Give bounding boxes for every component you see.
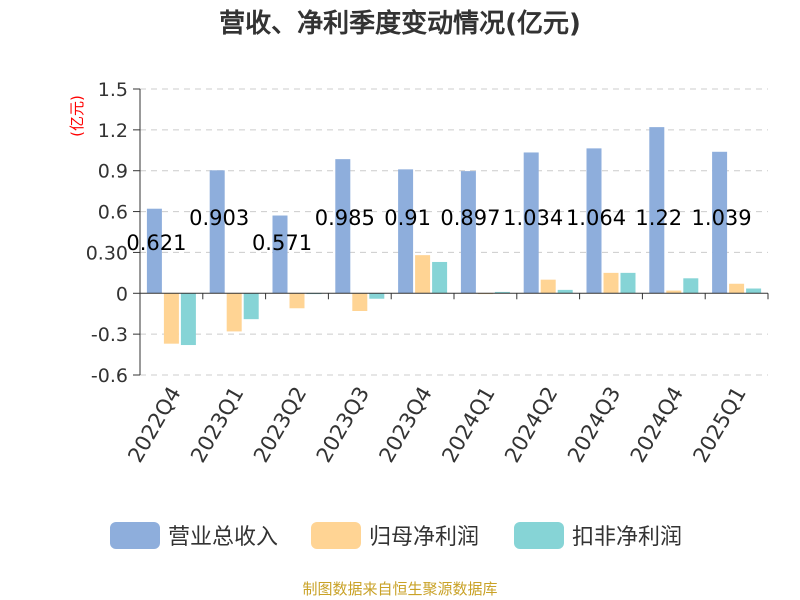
bar <box>180 293 196 346</box>
bar <box>666 290 682 294</box>
data-label: 0.985 <box>315 206 375 230</box>
data-label: 1.064 <box>566 206 626 230</box>
bar <box>729 283 745 294</box>
bar <box>289 293 305 309</box>
legend-label: 扣非净利润 <box>572 525 682 550</box>
bar <box>540 279 556 294</box>
bar <box>163 293 179 344</box>
bar <box>272 215 288 294</box>
bar <box>712 151 728 294</box>
x-tick-label: 2024Q4 <box>626 383 688 467</box>
data-label: 1.034 <box>503 206 563 230</box>
x-tick-label: 2023Q2 <box>249 383 311 467</box>
chart-title: 营收、净利季度变动情况(亿元) <box>219 8 581 39</box>
y-axis-unit-label: (亿元) <box>68 95 86 137</box>
source-note: 制图数据来自恒生聚源数据库 <box>302 580 497 598</box>
data-label: 0.897 <box>440 206 500 230</box>
bar <box>146 208 162 294</box>
legend-label: 归母净利润 <box>369 525 479 550</box>
x-tick-label: 2023Q4 <box>374 382 436 466</box>
legend-swatch <box>514 522 564 549</box>
bar <box>398 169 414 294</box>
bar <box>603 272 619 294</box>
bar <box>586 148 602 294</box>
y-tick-label: -0.3 <box>91 324 128 346</box>
bar <box>369 293 385 299</box>
bars <box>146 127 762 346</box>
bar <box>209 170 225 294</box>
bar <box>620 272 636 294</box>
x-tick-label: 2025Q1 <box>688 383 750 467</box>
data-label: 0.903 <box>189 206 249 230</box>
bar <box>352 293 368 311</box>
bar <box>523 152 539 294</box>
data-label: 1.22 <box>635 206 682 230</box>
x-tick-label: 2023Q3 <box>312 383 374 467</box>
bar <box>432 261 448 294</box>
y-tick-label: 0.6 <box>98 202 128 224</box>
bar <box>226 293 242 332</box>
y-tick-label: 0 <box>116 283 128 305</box>
y-tick-label: 0.9 <box>98 161 128 183</box>
x-tick-label: 2023Q1 <box>186 383 248 467</box>
legend-swatch <box>110 522 160 549</box>
data-label: 0.621 <box>126 231 186 255</box>
y-tick-label: -0.6 <box>91 365 128 387</box>
y-tick-label: 1.2 <box>98 120 128 142</box>
bar <box>243 293 259 320</box>
bar <box>683 278 699 294</box>
x-tick-label: 2024Q3 <box>563 383 625 467</box>
y-tick-label: 1.5 <box>98 79 128 101</box>
bar <box>335 159 351 294</box>
gridlines <box>140 88 768 376</box>
legend-swatch <box>311 522 361 549</box>
bar <box>460 171 476 294</box>
legend-label: 营业总收入 <box>168 525 278 550</box>
data-label: 0.571 <box>252 231 312 255</box>
legend: 营业总收入 归母净利润 扣非净利润 <box>110 522 682 550</box>
x-tick-label: 2024Q1 <box>437 383 499 467</box>
x-tick-label: 2024Q2 <box>500 383 562 467</box>
data-label: 1.039 <box>692 206 752 230</box>
bar <box>557 289 573 294</box>
bar <box>415 255 431 294</box>
y-tick-label: 0.30 <box>86 242 128 264</box>
data-label: 0.91 <box>384 206 431 230</box>
bar <box>494 291 510 294</box>
x-tick-label: 2022Q4 <box>123 383 185 467</box>
bar <box>649 127 665 294</box>
bar <box>746 288 762 294</box>
